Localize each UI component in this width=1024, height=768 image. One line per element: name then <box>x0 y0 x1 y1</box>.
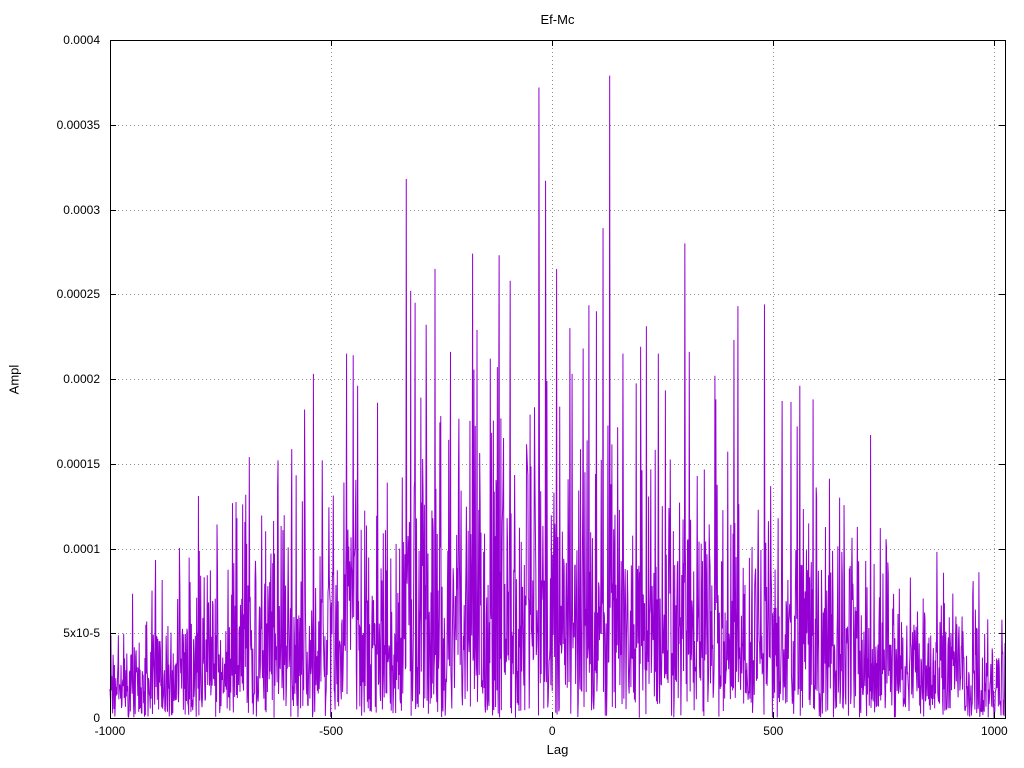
y-tick-label: 0.00025 <box>56 287 100 302</box>
y-tick-label: 5x10-5 <box>63 626 100 641</box>
y-tick-label: 0.0003 <box>63 202 100 217</box>
chart-title: Ef-Mc <box>540 12 575 27</box>
x-tick-label: -1000 <box>94 724 126 738</box>
y-tick-label: 0.00015 <box>56 456 100 471</box>
y-tick-label: 0.00035 <box>56 117 100 132</box>
y-tick-label: 0 <box>93 711 100 725</box>
x-axis-label: Lag <box>546 742 569 757</box>
y-tick-label: 0.0004 <box>63 33 100 47</box>
x-tick-label: 0 <box>548 724 556 738</box>
x-tick-label: 500 <box>763 724 784 738</box>
y-tick-label: 0.0002 <box>63 372 100 386</box>
y-tick-label: 0.0001 <box>63 541 100 556</box>
x-tick-label: -500 <box>319 724 344 738</box>
data-series-line <box>109 75 1006 718</box>
x-tick-label: 1000 <box>981 724 1008 738</box>
